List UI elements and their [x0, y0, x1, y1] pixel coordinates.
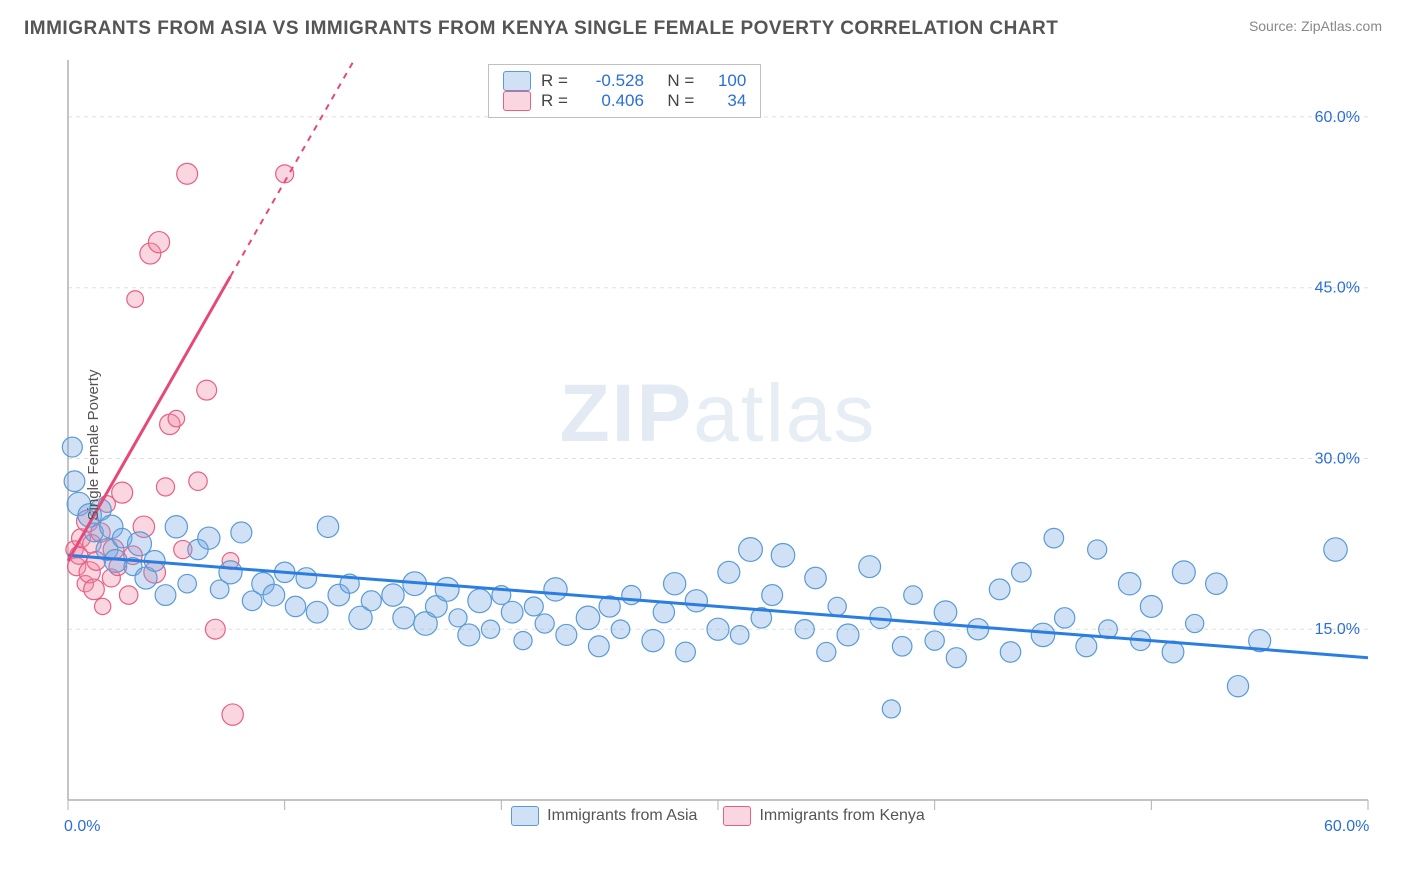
legend-row-kenya: R =0.406 N =34	[503, 91, 746, 111]
legend-row-asia: R =-0.528 N =100	[503, 71, 746, 91]
chart-container: Single Female Poverty ZIPatlas 15.0%30.0…	[48, 60, 1388, 830]
swatch-asia	[503, 71, 531, 91]
svg-text:45.0%: 45.0%	[1315, 280, 1360, 297]
swatch-kenya	[503, 91, 531, 111]
legend-item-kenya: Immigrants from Kenya	[723, 806, 924, 826]
source-credit: Source: ZipAtlas.com	[1249, 18, 1382, 34]
svg-text:30.0%: 30.0%	[1315, 450, 1360, 467]
bottom-legend: Immigrants from Asia Immigrants from Ken…	[48, 806, 1388, 826]
svg-text:15.0%: 15.0%	[1315, 621, 1360, 638]
stats-legend: R =-0.528 N =100 R =0.406 N =34	[488, 64, 761, 118]
legend-item-asia: Immigrants from Asia	[511, 806, 697, 826]
svg-text:60.0%: 60.0%	[1315, 109, 1360, 126]
x-axis-max-label: 60.0%	[1324, 818, 1369, 836]
x-axis-min-label: 0.0%	[64, 818, 100, 836]
y-axis-label: Single Female Poverty	[85, 370, 102, 521]
scatter-plot: 15.0% 30.0% 45.0% 60.0%	[48, 60, 1388, 830]
chart-title: IMMIGRANTS FROM ASIA VS IMMIGRANTS FROM …	[24, 18, 1058, 40]
